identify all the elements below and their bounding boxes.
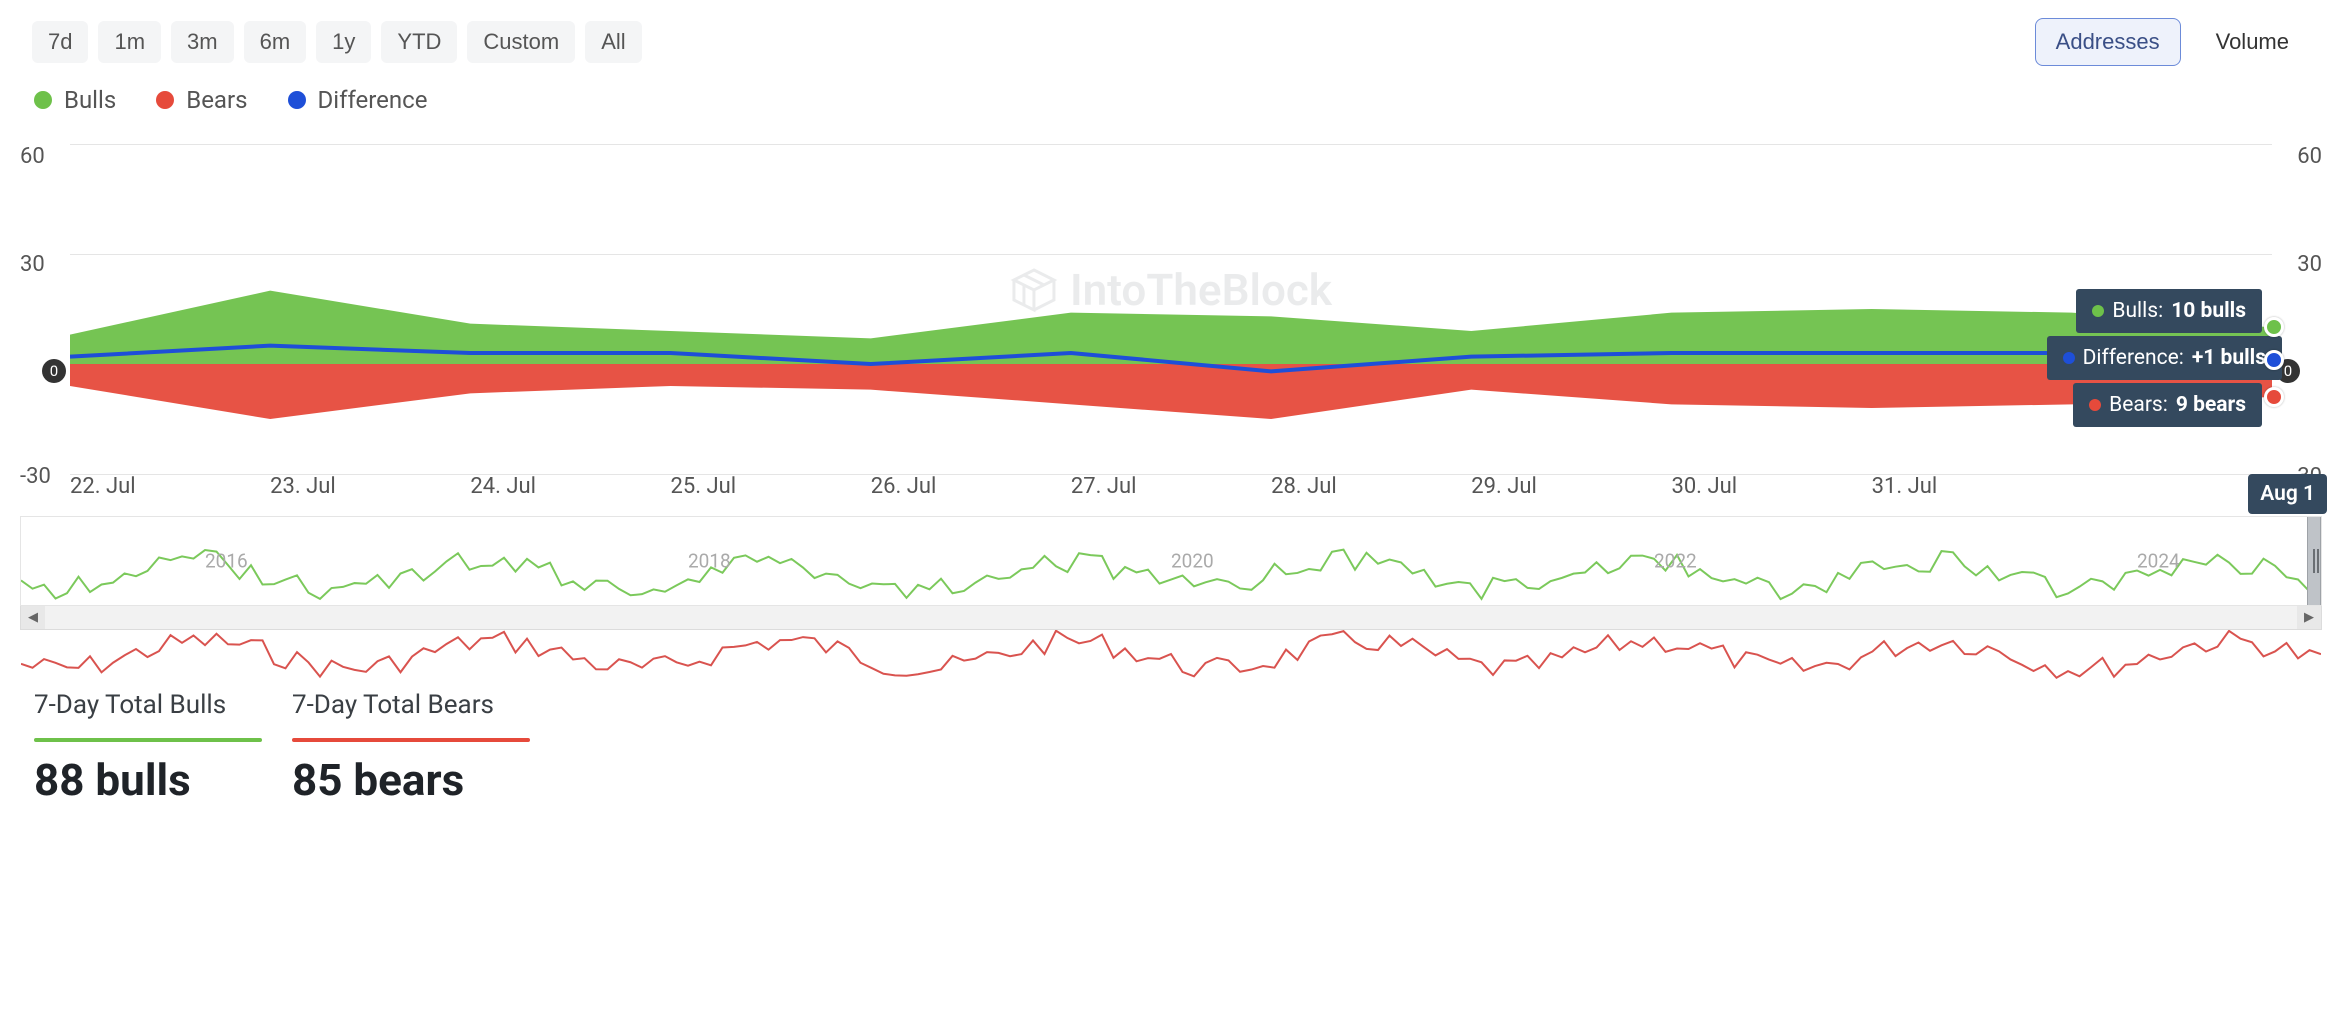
- x-tick: 23. Jul: [270, 474, 336, 499]
- tooltip-dot-bulls: [2092, 305, 2104, 317]
- x-tick: 24. Jul: [470, 474, 536, 499]
- nav-year-2024: 2024: [2137, 550, 2180, 573]
- series-marker: [2264, 317, 2284, 337]
- nav-year-2018: 2018: [688, 550, 731, 573]
- range-custom[interactable]: Custom: [467, 21, 575, 63]
- range-all[interactable]: All: [585, 21, 641, 63]
- tooltip-dot-diff: [2063, 352, 2075, 364]
- legend-label-diff: Difference: [318, 86, 428, 114]
- x-tick: 22. Jul: [70, 474, 136, 499]
- navigator[interactable]: 2016 2018 2020 2022 2024: [20, 516, 2322, 606]
- x-tick: 25. Jul: [671, 474, 737, 499]
- view-addresses[interactable]: Addresses: [2035, 18, 2181, 66]
- y-left-zero: 0: [42, 359, 66, 383]
- navigator-scrollbar[interactable]: ◀ ▶: [20, 606, 2322, 630]
- hover-date-badge: Aug 1: [2248, 474, 2327, 514]
- range-7d[interactable]: 7d: [32, 21, 88, 63]
- nav-scroll-right[interactable]: ▶: [2297, 606, 2321, 629]
- series-marker: [2264, 387, 2284, 407]
- legend-dot-bears: [156, 91, 174, 109]
- tooltip-bulls-label: Bulls:: [2112, 299, 2163, 323]
- tooltip-bulls: Bulls: 10 bulls: [2076, 289, 2262, 333]
- tooltip-bears-label: Bears:: [2109, 393, 2168, 417]
- y-left-30: 30: [20, 252, 45, 277]
- tooltip-diff: Difference: +1 bulls: [2047, 336, 2282, 380]
- total-bulls-value: 88 bulls: [34, 754, 262, 806]
- x-axis-ticks: 22. Jul 23. Jul 24. Jul 25. Jul 26. Jul 27. J…: [70, 474, 2272, 504]
- x-tick: 31. Jul: [1872, 474, 1938, 499]
- y-left-60: 60: [20, 144, 45, 169]
- x-tick: 29. Jul: [1471, 474, 1537, 499]
- legend-bears[interactable]: Bears: [156, 86, 247, 114]
- tooltip-dot-bears: [2089, 399, 2101, 411]
- time-range-group: 7d 1m 3m 6m 1y YTD Custom All: [32, 21, 642, 63]
- tooltip-diff-value: +1 bulls: [2192, 346, 2266, 370]
- toolbar: 7d 1m 3m 6m 1y YTD Custom All Addresses …: [0, 0, 2342, 66]
- y-right-60: 60: [2297, 144, 2322, 169]
- legend-label-bears: Bears: [186, 86, 247, 114]
- range-1y[interactable]: 1y: [316, 21, 371, 63]
- nav-year-2022: 2022: [1654, 550, 1697, 573]
- navigator-handle[interactable]: [2307, 517, 2321, 605]
- nav-year-2016: 2016: [205, 550, 248, 573]
- y-right-30: 30: [2297, 252, 2322, 277]
- range-3m[interactable]: 3m: [171, 21, 234, 63]
- x-tick: 28. Jul: [1271, 474, 1337, 499]
- legend-label-bulls: Bulls: [64, 86, 116, 114]
- range-6m[interactable]: 6m: [244, 21, 307, 63]
- nav-scroll-left[interactable]: ◀: [21, 606, 45, 629]
- legend-bulls[interactable]: Bulls: [34, 86, 116, 114]
- tooltip-bears: Bears: 9 bears: [2073, 383, 2262, 427]
- tooltip-diff-label: Difference:: [2083, 346, 2184, 370]
- nav-year-2020: 2020: [1171, 550, 1214, 573]
- legend-dot-diff: [288, 91, 306, 109]
- view-tab-group: Addresses Volume: [2035, 18, 2310, 66]
- view-volume[interactable]: Volume: [2195, 18, 2310, 66]
- chart-svg: [70, 144, 2272, 474]
- y-left-n30: -30: [20, 464, 51, 489]
- tooltip-bulls-value: 10 bulls: [2171, 299, 2246, 323]
- legend-difference[interactable]: Difference: [288, 86, 428, 114]
- legend-dot-bulls: [34, 91, 52, 109]
- tooltip-bears-value: 9 bears: [2176, 393, 2246, 417]
- total-bulls-rule: [34, 738, 262, 742]
- range-1m[interactable]: 1m: [98, 21, 161, 63]
- total-bears-rule: [292, 738, 530, 742]
- range-ytd[interactable]: YTD: [381, 21, 457, 63]
- total-bears-value: 85 bears: [292, 754, 530, 806]
- x-tick: 30. Jul: [1671, 474, 1737, 499]
- main-chart[interactable]: 60 30 0 -30 60 30 0 -30 IntoTheBlock Bul…: [20, 144, 2322, 504]
- x-tick: 27. Jul: [1071, 474, 1137, 499]
- legend: Bulls Bears Difference: [0, 66, 2342, 114]
- x-tick: 26. Jul: [871, 474, 937, 499]
- plot-area[interactable]: IntoTheBlock Bulls: 10 bulls Difference:…: [70, 144, 2272, 474]
